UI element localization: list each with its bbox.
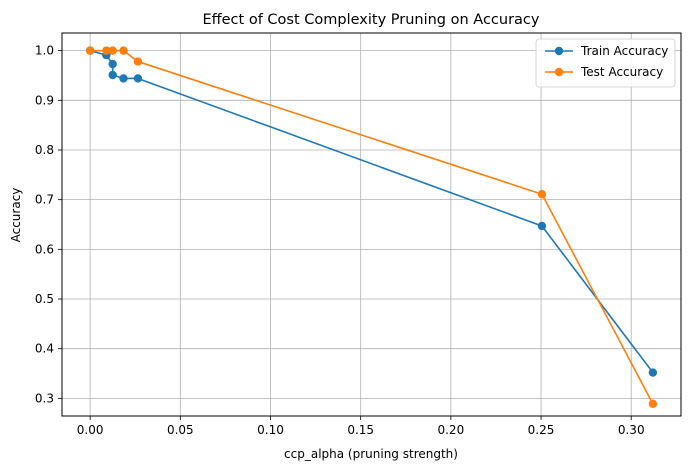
x-tick-label: 0.05 (167, 423, 194, 437)
y-tick-label: 1.0 (35, 44, 54, 58)
y-tick-label: 0.9 (35, 93, 54, 107)
legend-item-test-accuracy: Test Accuracy (545, 65, 663, 79)
legend-item-train-accuracy: Train Accuracy (545, 44, 668, 58)
data-point-train-accuracy (108, 70, 117, 80)
x-tick-label: 0.10 (257, 423, 284, 437)
data-point-test-accuracy (108, 46, 117, 55)
y-tick-label: 0.6 (35, 242, 54, 256)
x-tick-label: 0.00 (77, 423, 104, 437)
y-axis-label: Accuracy (9, 188, 23, 243)
data-point-test-accuracy (85, 46, 95, 55)
data-point-train-accuracy (133, 74, 143, 83)
x-tick-label: 0.25 (528, 423, 555, 437)
x-tick-label: 0.15 (347, 423, 374, 437)
chart-title: Effect of Cost Complexity Pruning on Acc… (202, 12, 539, 28)
x-axis-label: ccp_alpha (pruning strength) (284, 447, 458, 461)
data-point-test-accuracy (537, 189, 547, 199)
data-point-test-accuracy (119, 46, 128, 55)
y-tick-label: 0.7 (35, 193, 54, 207)
legend: Train Accuracy Test Accuracy (535, 38, 676, 88)
y-tick-label: 0.5 (35, 292, 54, 306)
data-point-train-accuracy (119, 74, 128, 83)
series-layer (85, 46, 658, 409)
legend-label: Train Accuracy (580, 44, 668, 58)
data-point-train-accuracy (537, 221, 547, 231)
data-point-test-accuracy (133, 57, 143, 66)
y-tick-label: 0.4 (35, 342, 54, 356)
data-point-train-accuracy (648, 368, 658, 377)
series-test-accuracy (85, 46, 658, 409)
data-point-train-accuracy (108, 59, 117, 69)
data-point-test-accuracy (648, 399, 658, 409)
legend-label: Test Accuracy (580, 65, 663, 79)
legend-marker (554, 67, 564, 77)
grid-lines (62, 33, 681, 416)
x-tick-label: 0.30 (618, 423, 645, 437)
axis-ticks: 0.00 0.05 0.10 0.15 0.20 0.25 0.30 0.3 0.4 0.5 0.6… (35, 44, 645, 437)
legend-marker (554, 46, 564, 56)
y-tick-label: 0.8 (35, 143, 54, 157)
series-train-accuracy (85, 46, 658, 377)
data-point-test-accuracy (102, 46, 111, 55)
plot-frame (61, 32, 682, 417)
x-tick-label: 0.20 (437, 423, 464, 437)
y-tick-label: 0.3 (35, 391, 54, 405)
